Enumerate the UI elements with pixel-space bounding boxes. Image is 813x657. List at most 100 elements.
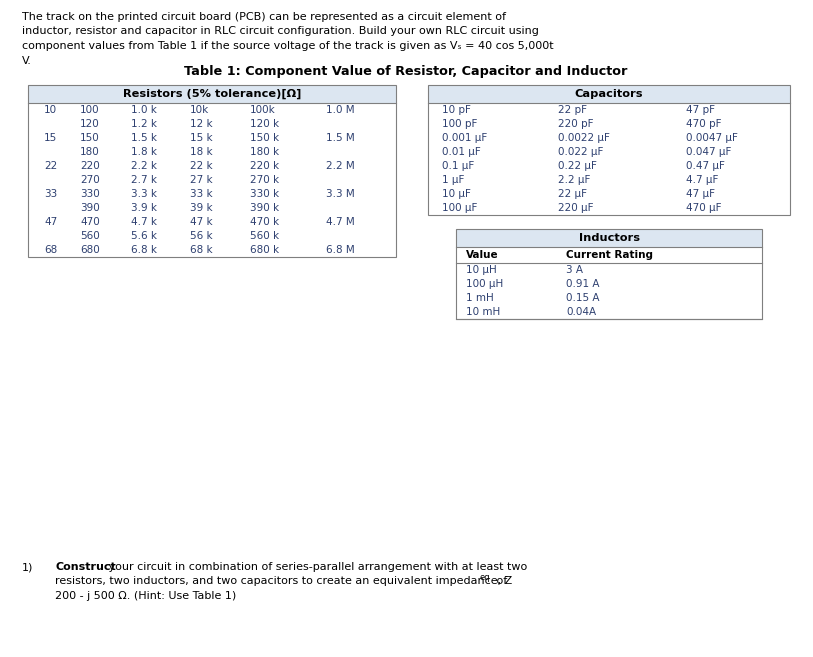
Text: 47 k: 47 k	[190, 217, 213, 227]
Text: your circuit in combination of series-parallel arrangement with at least two: your circuit in combination of series-pa…	[105, 562, 528, 572]
Text: Inductors: Inductors	[579, 233, 640, 243]
Text: 0.047 μF: 0.047 μF	[686, 147, 732, 157]
Text: 10 pF: 10 pF	[442, 105, 471, 115]
Text: 0.1 μF: 0.1 μF	[442, 161, 474, 171]
Text: 390: 390	[80, 203, 100, 213]
Text: 390 k: 390 k	[250, 203, 279, 213]
Text: 1.0 k: 1.0 k	[131, 105, 157, 115]
Text: 10: 10	[44, 105, 57, 115]
Text: 560: 560	[80, 231, 100, 241]
Text: 0.0022 μF: 0.0022 μF	[558, 133, 610, 143]
Bar	[28, 85, 396, 257]
Text: 680 k: 680 k	[250, 245, 279, 255]
Text: 680: 680	[80, 245, 100, 255]
Text: 220 pF: 220 pF	[558, 119, 593, 129]
Text: 22 pF: 22 pF	[558, 105, 587, 115]
Text: 150 k: 150 k	[250, 133, 279, 143]
Text: 470 μF: 470 μF	[686, 203, 721, 213]
Text: 330: 330	[80, 189, 100, 199]
Bar	[456, 229, 762, 247]
Text: 470 k: 470 k	[250, 217, 279, 227]
Text: 33 k: 33 k	[190, 189, 213, 199]
Text: 180 k: 180 k	[250, 147, 279, 157]
Text: 4.7 M: 4.7 M	[326, 217, 354, 227]
Text: 120: 120	[80, 119, 100, 129]
Text: resistors, two inductors, and two capacitors to create an equivalent impedance, : resistors, two inductors, and two capaci…	[55, 576, 512, 587]
Text: 560 k: 560 k	[250, 231, 279, 241]
Text: 100 μH: 100 μH	[466, 279, 503, 289]
Text: The track on the printed circuit board (PCB) can be represented as a circuit ele: The track on the printed circuit board (…	[22, 12, 506, 22]
Text: 0.04A: 0.04A	[566, 307, 596, 317]
Text: eq: eq	[479, 574, 489, 583]
Text: 100: 100	[80, 105, 100, 115]
Text: 22: 22	[44, 161, 57, 171]
Text: 220 μF: 220 μF	[558, 203, 593, 213]
Text: 1.2 k: 1.2 k	[131, 119, 157, 129]
Text: 220 k: 220 k	[250, 161, 279, 171]
Text: 68 k: 68 k	[190, 245, 213, 255]
Text: 100 μF: 100 μF	[442, 203, 477, 213]
Text: 47: 47	[44, 217, 57, 227]
Text: 18 k: 18 k	[190, 147, 213, 157]
Text: 3 A: 3 A	[566, 265, 583, 275]
Text: 10k: 10k	[190, 105, 209, 115]
Bar	[456, 229, 762, 319]
Bar	[28, 85, 396, 103]
Text: 10 mH: 10 mH	[466, 307, 500, 317]
Text: 1.8 k: 1.8 k	[131, 147, 157, 157]
Text: 12 k: 12 k	[190, 119, 213, 129]
Text: 1.5 k: 1.5 k	[131, 133, 157, 143]
Text: Table 1: Component Value of Resistor, Capacitor and Inductor: Table 1: Component Value of Resistor, Ca…	[185, 65, 628, 78]
Text: 2.7 k: 2.7 k	[131, 175, 157, 185]
Text: 150: 150	[80, 133, 100, 143]
Text: 180: 180	[80, 147, 100, 157]
Text: 10 μH: 10 μH	[466, 265, 497, 275]
Text: 0.022 μF: 0.022 μF	[558, 147, 603, 157]
Text: 0.47 μF: 0.47 μF	[686, 161, 725, 171]
Text: 1): 1)	[22, 562, 33, 572]
Text: 22 k: 22 k	[190, 161, 213, 171]
Text: 56 k: 56 k	[190, 231, 213, 241]
Text: 47 μF: 47 μF	[686, 189, 715, 199]
Text: 100k: 100k	[250, 105, 276, 115]
Text: 5.6 k: 5.6 k	[131, 231, 157, 241]
Text: inductor, resistor and capacitor in RLC circuit configuration. Build your own RL: inductor, resistor and capacitor in RLC …	[22, 26, 539, 37]
Text: 3.3 k: 3.3 k	[131, 189, 157, 199]
Text: 330 k: 330 k	[250, 189, 279, 199]
Text: 470: 470	[80, 217, 100, 227]
Text: 270: 270	[80, 175, 100, 185]
Text: 1.5 M: 1.5 M	[326, 133, 354, 143]
Text: 10 μF: 10 μF	[442, 189, 471, 199]
Text: Value: Value	[466, 250, 498, 260]
Bar	[428, 85, 790, 103]
Text: Resistors (5% tolerance)[Ω]: Resistors (5% tolerance)[Ω]	[123, 89, 301, 99]
Text: 0.001 μF: 0.001 μF	[442, 133, 487, 143]
Text: 22 μF: 22 μF	[558, 189, 587, 199]
Text: 0.01 μF: 0.01 μF	[442, 147, 480, 157]
Text: 39 k: 39 k	[190, 203, 213, 213]
Text: 4.7 k: 4.7 k	[131, 217, 157, 227]
Text: 15: 15	[44, 133, 57, 143]
Text: component values from Table 1 if the source voltage of the track is given as Vₛ : component values from Table 1 if the sou…	[22, 41, 554, 51]
Text: 470 pF: 470 pF	[686, 119, 721, 129]
Text: 2.2 μF: 2.2 μF	[558, 175, 590, 185]
Text: 0.0047 μF: 0.0047 μF	[686, 133, 738, 143]
Text: Current Rating: Current Rating	[566, 250, 653, 260]
Bar	[428, 85, 790, 215]
Text: 0.22 μF: 0.22 μF	[558, 161, 597, 171]
Text: of: of	[493, 576, 507, 587]
Text: V.: V.	[22, 55, 32, 66]
Text: 270 k: 270 k	[250, 175, 279, 185]
Text: 3.9 k: 3.9 k	[131, 203, 157, 213]
Text: 27 k: 27 k	[190, 175, 213, 185]
Text: 120 k: 120 k	[250, 119, 279, 129]
Text: 220: 220	[80, 161, 100, 171]
Text: 33: 33	[44, 189, 57, 199]
Text: 3.3 M: 3.3 M	[326, 189, 354, 199]
Text: Capacitors: Capacitors	[575, 89, 643, 99]
Text: 2.2 k: 2.2 k	[131, 161, 157, 171]
Text: 0.15 A: 0.15 A	[566, 293, 599, 303]
Text: 47 pF: 47 pF	[686, 105, 715, 115]
Text: 1 μF: 1 μF	[442, 175, 464, 185]
Text: 15 k: 15 k	[190, 133, 213, 143]
